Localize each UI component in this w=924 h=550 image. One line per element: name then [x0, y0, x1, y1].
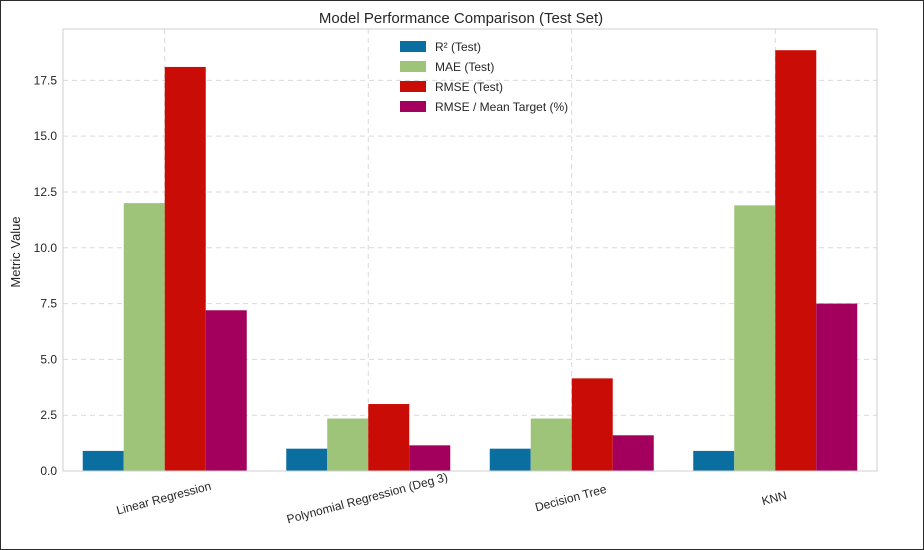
y-tick-label: 15.0 — [34, 129, 58, 143]
x-tick-label-decision-tree: Decision Tree — [533, 482, 608, 515]
legend-swatch-rmse-test — [400, 81, 426, 92]
x-axis-ticks: Linear Regression Polynomial Regression (… — [115, 470, 788, 527]
bar-rmse-mean-target-pct-decision-tree — [612, 435, 654, 471]
bar-r2-test-linear-regression — [82, 450, 124, 471]
bar-mae-test-linear-regression — [123, 203, 165, 471]
bar-rmse-test-decision-tree — [571, 378, 613, 471]
plot-area-frame — [62, 28, 878, 472]
bar-mae-test-knn — [734, 205, 776, 472]
bar-rmse-mean-target-pct-polynomial-regression-deg-3 — [409, 445, 451, 471]
bar-rmse-test-linear-regression — [164, 66, 206, 471]
y-axis-label: Metric Value — [8, 216, 23, 287]
bar-rmse-test-polynomial-regression-deg-3 — [368, 404, 410, 471]
y-tick-label: 17.5 — [34, 73, 58, 87]
chart-legend: R² (Test) MAE (Test) RMSE (Test) RMSE / Mea… — [400, 40, 568, 114]
y-tick-label: 0.0 — [40, 464, 57, 478]
y-tick-label: 2.5 — [40, 408, 57, 422]
y-tick-label: 10.0 — [34, 241, 58, 255]
bar-r2-test-decision-tree — [489, 448, 531, 471]
bar-r2-test-knn — [693, 450, 735, 471]
x-tick-label-knn: KNN — [760, 488, 788, 508]
legend-swatch-rmse-mean-target-pct — [400, 101, 426, 112]
legend-label-rmse-test: RMSE (Test) — [435, 80, 503, 94]
y-tick-label: 12.5 — [34, 185, 58, 199]
chart-title: Model Performance Comparison (Test Set) — [319, 10, 603, 27]
legend-label-rmse-mean-target-pct: RMSE / Mean Target (%) — [435, 100, 568, 114]
bar-mae-test-decision-tree — [530, 418, 572, 471]
legend-swatch-mae-test — [400, 61, 426, 72]
y-axis-ticks: 0.0 2.5 5.0 7.5 10.0 12.5 15.0 17.5 — [34, 73, 58, 478]
legend-label-mae-test: MAE (Test) — [435, 60, 494, 74]
bar-r2-test-polynomial-regression-deg-3 — [286, 448, 328, 471]
x-tick-label-polynomial-regression-deg-3: Polynomial Regression (Deg 3) — [285, 470, 449, 527]
bar-rmse-test-knn — [775, 50, 817, 472]
y-tick-label: 5.0 — [40, 352, 57, 366]
legend-label-r2-test: R² (Test) — [435, 40, 481, 54]
bars-layer — [82, 50, 858, 472]
legend-swatch-r2-test — [400, 41, 426, 52]
bar-rmse-mean-target-pct-linear-regression — [205, 310, 247, 471]
bar-mae-test-polynomial-regression-deg-3 — [327, 418, 369, 471]
y-tick-label: 7.5 — [40, 297, 57, 311]
x-tick-label-linear-regression: Linear Regression — [115, 479, 213, 518]
bar-rmse-mean-target-pct-knn — [816, 303, 858, 471]
